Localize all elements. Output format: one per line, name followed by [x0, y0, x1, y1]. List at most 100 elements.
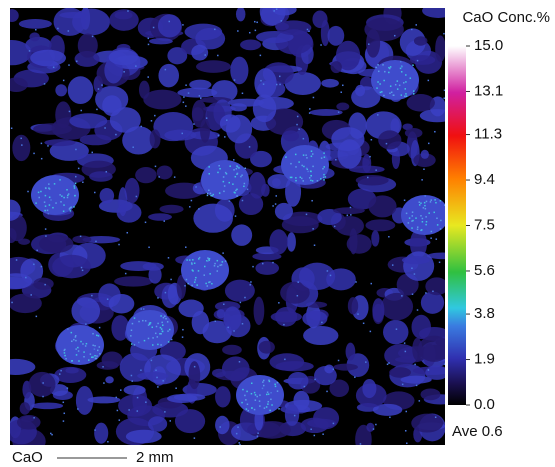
blob — [211, 368, 226, 378]
speck — [210, 194, 212, 197]
blob — [280, 281, 310, 304]
blob — [404, 128, 423, 139]
blob — [94, 422, 109, 444]
speck — [434, 130, 436, 133]
speck — [198, 258, 200, 260]
speck — [63, 196, 65, 199]
blob — [317, 209, 342, 225]
speck — [421, 221, 424, 223]
speck — [349, 206, 352, 209]
speck — [187, 282, 189, 285]
speck — [389, 85, 392, 87]
speck — [326, 270, 329, 272]
speck — [270, 391, 272, 394]
speck — [82, 343, 84, 345]
blob — [176, 274, 187, 300]
speck — [147, 43, 150, 46]
blob — [313, 407, 340, 430]
blob — [302, 310, 328, 327]
speck — [381, 91, 383, 93]
speck — [337, 111, 340, 113]
speck — [193, 365, 196, 368]
blob — [269, 353, 305, 371]
speck — [212, 193, 214, 196]
speck — [124, 272, 127, 275]
speck — [181, 336, 184, 338]
speck — [61, 195, 63, 197]
blob — [71, 297, 101, 325]
speck — [398, 84, 401, 87]
speck — [377, 64, 379, 66]
speck — [404, 350, 407, 353]
speck — [155, 369, 157, 371]
speck — [64, 354, 66, 357]
speck — [164, 291, 167, 294]
blob — [312, 10, 328, 29]
speck — [312, 228, 314, 230]
speck — [160, 315, 162, 317]
blob — [122, 126, 155, 155]
average: Ave 0.6 — [452, 423, 503, 440]
speck — [147, 337, 150, 340]
blob — [77, 33, 98, 58]
speck — [425, 223, 427, 226]
speck — [144, 221, 147, 224]
speck — [175, 387, 177, 389]
speck — [198, 208, 200, 210]
speck — [99, 353, 101, 355]
speck — [296, 294, 299, 297]
speck — [88, 359, 90, 361]
speck — [321, 321, 323, 324]
speck — [197, 270, 200, 272]
speck — [438, 261, 441, 264]
speck — [296, 123, 298, 126]
speck — [306, 168, 309, 171]
speck — [224, 171, 227, 174]
blob — [148, 213, 172, 221]
speck — [275, 83, 278, 86]
speck — [424, 207, 427, 210]
speck — [251, 407, 253, 409]
speck — [422, 207, 425, 209]
speck — [222, 176, 225, 178]
speck — [35, 315, 38, 318]
speck — [208, 172, 210, 175]
speck — [77, 408, 79, 410]
blob — [138, 80, 150, 99]
speck — [92, 332, 94, 335]
speck — [184, 285, 186, 287]
speck — [167, 257, 170, 259]
blob — [380, 292, 414, 321]
speck — [233, 79, 236, 81]
speck — [320, 44, 322, 46]
speck — [424, 204, 426, 207]
speck — [305, 213, 308, 216]
speck — [278, 302, 280, 304]
blob — [345, 342, 356, 361]
speck — [244, 394, 246, 397]
speck — [276, 390, 279, 392]
speck — [147, 37, 150, 40]
blob — [333, 207, 365, 215]
speck — [395, 328, 398, 330]
speck — [250, 281, 252, 283]
speck — [253, 408, 256, 411]
blob — [30, 49, 67, 67]
blob — [368, 195, 397, 218]
blob — [330, 61, 342, 74]
blob — [153, 111, 194, 142]
speck — [33, 263, 35, 266]
blob — [422, 8, 445, 18]
blob — [372, 403, 403, 416]
speck — [150, 359, 153, 362]
speck — [335, 158, 337, 161]
speck — [384, 70, 386, 73]
speck — [47, 145, 49, 147]
speck — [379, 91, 382, 94]
speck — [57, 27, 59, 30]
speck — [241, 401, 243, 404]
blob — [253, 296, 265, 326]
speck — [157, 322, 159, 325]
blob — [419, 109, 445, 123]
scale-element: CaO — [12, 449, 43, 466]
